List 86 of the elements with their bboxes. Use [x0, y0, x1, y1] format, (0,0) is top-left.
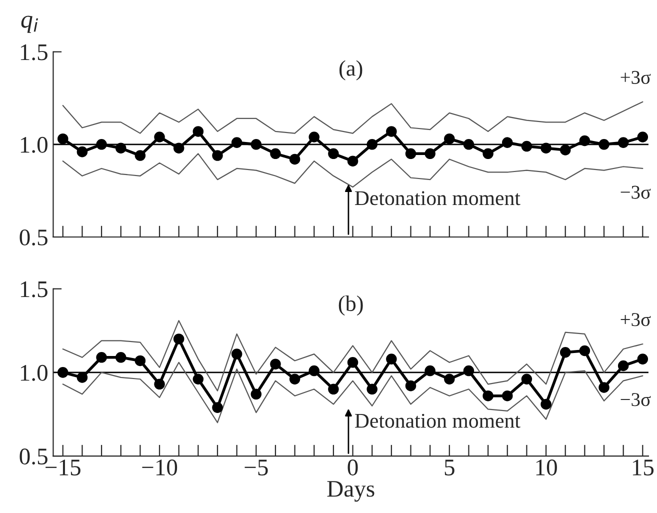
point: [212, 150, 223, 161]
point: [115, 142, 126, 154]
point: [58, 367, 68, 378]
y-tick-label: 1.0: [20, 136, 48, 153]
point: [96, 139, 107, 150]
point: [173, 334, 184, 344]
point: [231, 348, 242, 360]
point: [212, 402, 223, 413]
point: [405, 148, 416, 160]
point: [328, 148, 339, 160]
point: [154, 378, 165, 390]
annotation: Detonation moment: [355, 191, 520, 206]
point: [521, 374, 532, 385]
point: [192, 374, 204, 385]
x-tick-label: 5: [444, 460, 454, 476]
series-label: −3σ: [620, 393, 651, 406]
series-label: −3σ: [620, 186, 651, 199]
point: [231, 137, 242, 148]
point: [289, 154, 300, 165]
point: [328, 384, 339, 395]
point: [444, 374, 455, 385]
point: [115, 352, 126, 363]
point: [637, 354, 648, 364]
point: [58, 133, 68, 144]
point: [308, 365, 320, 376]
point: [560, 346, 571, 358]
point: [579, 135, 590, 146]
point: [463, 139, 474, 150]
y-axis-title: q$_{i}$: [21, 16, 38, 33]
x-tick-label: −15: [46, 460, 80, 476]
point: [386, 126, 397, 137]
y-tick-label: 0.5: [20, 229, 48, 246]
point: [386, 354, 397, 364]
point: [154, 132, 165, 142]
chart-title: (b): [338, 295, 363, 316]
point: [250, 139, 262, 150]
point: [598, 139, 610, 150]
point: [424, 148, 436, 160]
point: [579, 345, 590, 356]
point: [405, 380, 416, 392]
point: [76, 146, 88, 158]
annotation: Detonation moment: [355, 414, 520, 428]
x-tick-label: 10: [536, 460, 557, 476]
point: [134, 355, 146, 366]
x-tick-label: −5: [244, 460, 268, 476]
point: [366, 384, 378, 395]
x-tick-label: 0: [348, 460, 358, 476]
point: [76, 372, 88, 383]
point: [637, 132, 648, 142]
point: [482, 390, 494, 402]
point: [521, 140, 532, 152]
x-tick-label: 15: [632, 460, 654, 476]
x-tick-label: −10: [142, 460, 178, 476]
point: [347, 357, 358, 368]
point: [502, 390, 513, 402]
point: [192, 126, 204, 137]
point: [250, 388, 262, 400]
chart-title: (a): [339, 60, 362, 80]
point: [289, 374, 300, 385]
point: [134, 150, 146, 161]
point: [540, 142, 552, 154]
point: [540, 398, 552, 410]
point: [560, 144, 571, 156]
point: [502, 137, 513, 148]
y-tick-label: 1.0: [20, 364, 48, 381]
series-label: +3σ: [620, 313, 651, 326]
point: [96, 352, 107, 363]
x-axis-title: Days: [327, 481, 374, 502]
y-tick-label: 0.5: [20, 448, 48, 465]
y-tick-label: 1.5: [20, 44, 48, 60]
point: [173, 142, 184, 154]
point: [347, 156, 358, 166]
series-label: +3σ: [620, 70, 651, 84]
point: [618, 137, 629, 148]
point: [308, 132, 320, 142]
point: [598, 382, 610, 393]
line-series: [62, 101, 644, 134]
point: [482, 148, 494, 160]
point: [366, 139, 378, 150]
y-tick-label: 1.5: [20, 281, 48, 298]
point: [270, 148, 281, 160]
point: [424, 365, 436, 376]
point: [463, 365, 474, 376]
point: [270, 358, 281, 370]
point: [618, 360, 629, 372]
point: [444, 133, 455, 144]
